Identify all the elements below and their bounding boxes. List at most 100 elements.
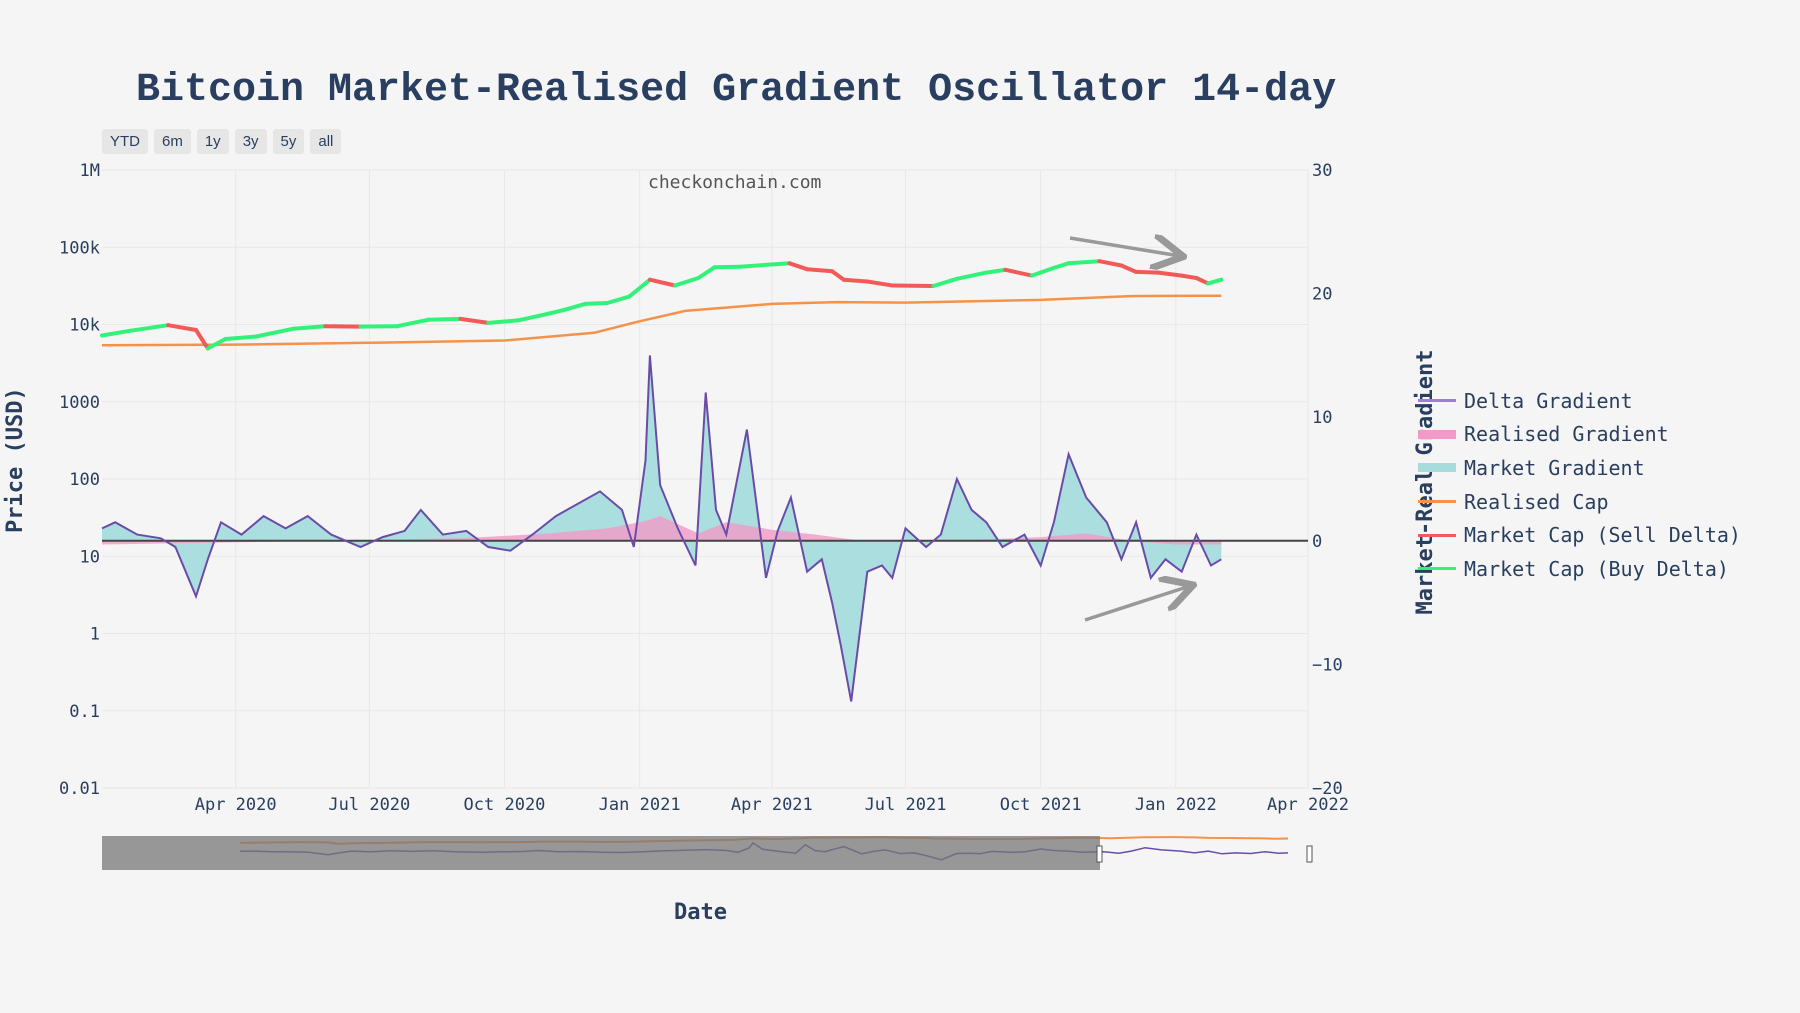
market-cap-buy-segment [537, 308, 566, 318]
market-cap-buy-segment [737, 261, 792, 269]
market-cap-buy-segment [1051, 261, 1071, 270]
range-slider-mask [102, 836, 1100, 870]
realised-cap-line [101, 294, 1222, 347]
market-cap-sell-segment [1134, 269, 1161, 275]
legend-item-market-cap-buy[interactable]: Market Cap (Buy Delta) [1418, 552, 1741, 586]
x-tick-label: Apr 2021 [731, 795, 813, 815]
watermark: checkonchain.com [648, 172, 822, 193]
y-left-tick-label: 1M [80, 161, 100, 181]
market-cap-sell-segment [1156, 270, 1184, 278]
market-cap-sell-segment [865, 279, 895, 288]
legend-swatch [1418, 500, 1456, 504]
x-axis-label: Date [674, 900, 727, 925]
market-cap-buy-segment [984, 267, 1008, 275]
y-left-tick-label: 10k [69, 316, 100, 336]
market-cap-buy-segment [627, 277, 652, 299]
legend-swatch [1418, 399, 1456, 403]
y-right-tick-label: −10 [1312, 655, 1343, 675]
x-tick-label: Oct 2020 [464, 795, 546, 815]
x-tick-label: Jul 2020 [328, 795, 410, 815]
market-cap-sell-segment [647, 277, 677, 288]
range-button-all[interactable]: all [310, 129, 342, 154]
y-right-tick-label: −20 [1312, 779, 1343, 799]
market-cap-buy-segment [696, 265, 717, 280]
legend-label: Realised Cap [1464, 489, 1609, 514]
annotation-arrow-down [1069, 238, 1180, 256]
market-cap-buy-segment [100, 328, 132, 338]
market-cap-buy-segment [605, 294, 632, 305]
y-right-tick-label: 20 [1312, 285, 1332, 305]
realised-gradient-area [102, 516, 1222, 545]
market-cap-sell-segment [787, 261, 810, 272]
range-button-3y[interactable]: 3y [234, 129, 267, 154]
delta-gradient-line [101, 355, 1222, 702]
range-button-6m[interactable]: 6m [154, 129, 191, 154]
market-cap-sell-segment [1003, 267, 1034, 278]
legend-swatch [1418, 429, 1456, 439]
legend-label: Delta Gradient [1464, 388, 1633, 413]
range-slider-handle-right[interactable] [1306, 845, 1313, 863]
x-tick-label: Apr 2020 [195, 795, 277, 815]
legend-label: Market Gradient [1464, 455, 1645, 480]
legend-item-delta-gradient[interactable]: Delta Gradient [1418, 384, 1741, 418]
market-cap-sell-segment [841, 277, 870, 284]
annotation-arrow-up [1084, 586, 1190, 622]
market-cap-sell-segment [166, 323, 198, 332]
market-cap-sell-segment [1179, 273, 1199, 280]
legend-swatch [1418, 533, 1456, 537]
legend-item-realised-cap[interactable]: Realised Cap [1418, 485, 1741, 519]
market-cap-buy-segment [712, 264, 742, 270]
legend: Delta Gradient Realised Gradient Market … [1418, 384, 1741, 586]
legend-item-market-cap-sell[interactable]: Market Cap (Sell Delta) [1418, 518, 1741, 552]
market-cap-sell-segment [194, 328, 210, 351]
market-cap-buy-segment [223, 334, 259, 341]
market-cap-buy-segment [583, 301, 610, 306]
market-cap-buy-segment [291, 324, 328, 331]
market-cap-buy-segment [1029, 265, 1056, 278]
legend-swatch [1418, 463, 1456, 473]
y-right-tick-label: 30 [1312, 161, 1332, 181]
market-cap-buy-segment [672, 276, 701, 288]
legend-label: Realised Gradient [1464, 422, 1669, 447]
legend-item-realised-gradient[interactable]: Realised Gradient [1418, 418, 1741, 452]
market-cap-buy-segment [954, 270, 989, 281]
range-button-5y[interactable]: 5y [272, 129, 305, 154]
range-slider-handle-left[interactable] [1096, 845, 1103, 863]
market-cap-buy-segment [931, 276, 959, 288]
x-tick-label: Jan 2022 [1135, 795, 1217, 815]
series-lines [100, 259, 1308, 702]
range-button-1y[interactable]: 1y [196, 129, 229, 154]
market-cap-sell-segment [805, 267, 835, 274]
y-left-tick-label: 10 [80, 547, 100, 567]
y-left-tick-label: 0.1 [69, 702, 100, 722]
y-right-tick-label: 10 [1312, 408, 1332, 428]
range-slider[interactable] [102, 836, 1313, 870]
y-left-tick-label: 100 [69, 470, 100, 490]
market-cap-sell-segment [890, 283, 936, 288]
legend-swatch [1418, 567, 1456, 571]
market-cap-sell-segment [1119, 263, 1139, 274]
axis-ticks: Apr 2020 Jul 2020 Oct 2020 Jan 2021 Apr 2021… [59, 161, 1349, 815]
market-cap-sell-segment [1194, 276, 1211, 286]
market-cap-buy-segment [1066, 259, 1102, 266]
range-selector: YTD 6m 1y 3y 5y all [102, 129, 342, 154]
y-left-tick-label: 1 [90, 625, 100, 645]
y-left-tick-label: 1000 [59, 393, 100, 413]
market-cap-buy-segment [561, 301, 588, 313]
market-cap-sell-segment [1097, 259, 1124, 268]
range-button-ytd[interactable]: YTD [102, 129, 148, 154]
chart-title: Bitcoin Market-Realised Gradient Oscilla… [136, 68, 1337, 113]
y-right-tick-label: 0 [1312, 532, 1322, 552]
y-left-tick-label: 0.01 [59, 779, 100, 799]
annotation-arrows [1069, 238, 1190, 622]
market-cap-buy-segment [426, 316, 463, 322]
market-cap-sell-segment [830, 269, 846, 282]
market-cap-buy-segment [1206, 277, 1224, 286]
y-left-tick-label: 100k [59, 238, 100, 258]
legend-label: Market Cap (Sell Delta) [1464, 523, 1741, 548]
market-cap-buy-segment [205, 337, 228, 351]
market-cap-sell-segment [458, 316, 491, 325]
legend-item-market-gradient[interactable]: Market Gradient [1418, 451, 1741, 485]
gradient-fills [102, 355, 1222, 702]
